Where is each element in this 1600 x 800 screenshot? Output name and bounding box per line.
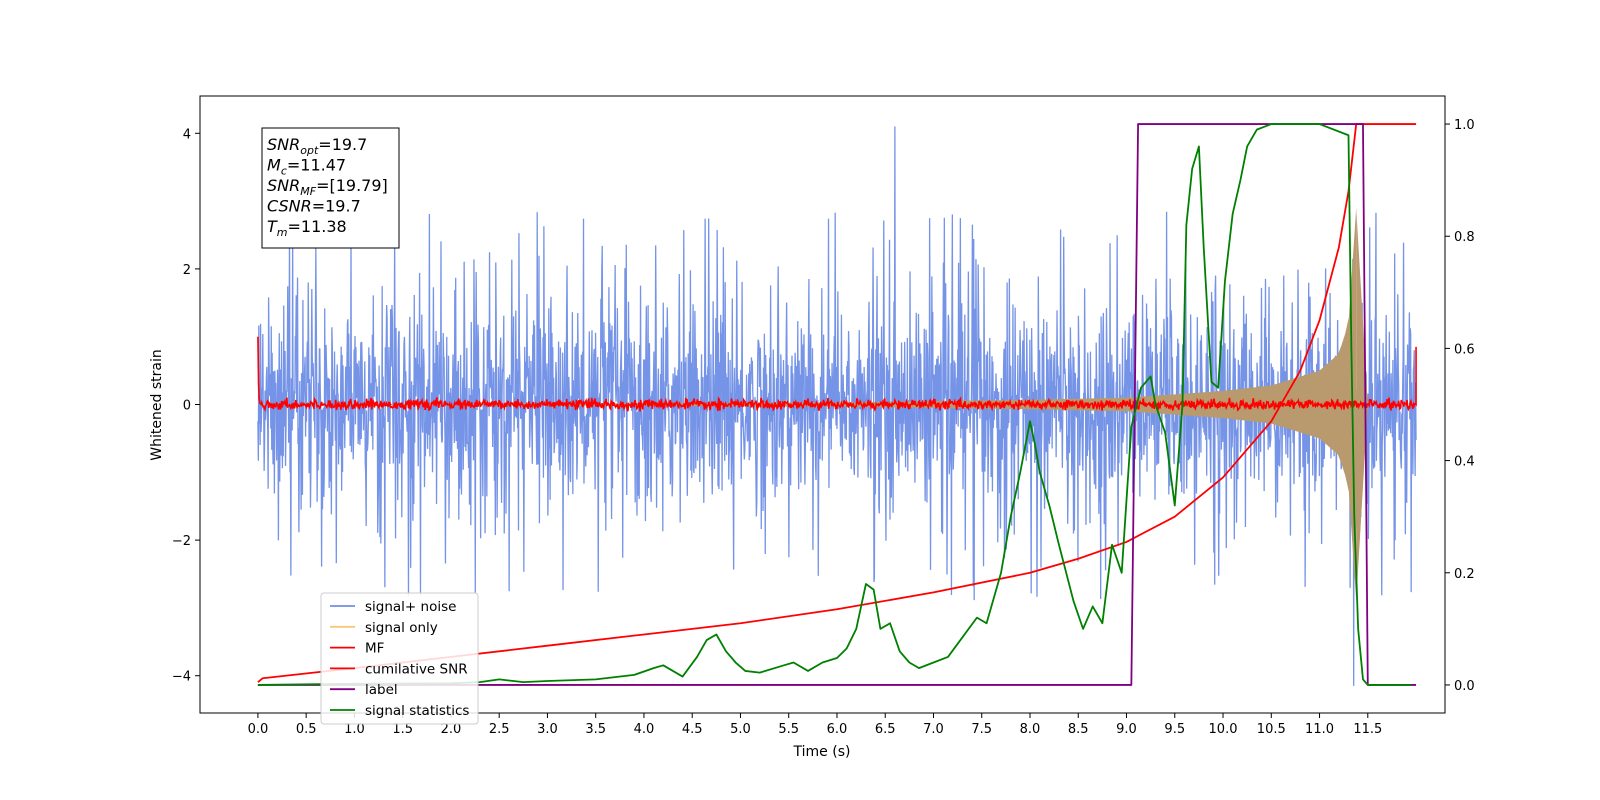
- legend-frame: [320, 592, 479, 725]
- y-axis-left: −4 −2 0 2 4: [172, 127, 200, 685]
- annotation-line: Tm=11.38: [267, 217, 347, 239]
- x-tick-label: 10.5: [1257, 722, 1286, 737]
- y-left-tick-label: 2: [183, 263, 191, 278]
- x-tick-label: 6.5: [875, 722, 896, 737]
- x-tick-label: 1.0: [344, 722, 365, 737]
- y-left-tick-label: 4: [183, 127, 191, 142]
- x-tick-label: 6.0: [827, 722, 848, 737]
- annotation-line: SNRopt=19.7: [267, 135, 367, 157]
- y-axis-right: 0.0 0.2 0.4 0.6 0.8 1.0: [1445, 118, 1475, 694]
- x-tick-label: 11.0: [1305, 722, 1334, 737]
- x-tick-label: 7.5: [971, 722, 992, 737]
- x-tick-label: 0.0: [248, 722, 269, 737]
- x-tick-label: 3.5: [585, 722, 606, 737]
- x-tick-label: 4.0: [634, 722, 655, 737]
- x-tick-label: 0.5: [296, 722, 317, 737]
- x-tick-label: 8.5: [1068, 722, 1089, 737]
- x-axis: 0.0 0.5 1.0 1.5 2.0 2.5 3.0 3.5 4.0 4.5 5.0 5.5 6.0 6…: [248, 713, 1382, 737]
- y-right-tick-label: 0.2: [1454, 567, 1475, 582]
- y-right-tick-label: 0.8: [1454, 230, 1475, 245]
- y-left-tick-label: −2: [172, 534, 191, 549]
- series-layer: [257, 123, 1417, 686]
- x-tick-label: 2.0: [441, 722, 462, 737]
- y-left-tick-label: 0: [183, 399, 191, 414]
- x-tick-label: 9.0: [1116, 722, 1137, 737]
- legend-label: MF: [365, 641, 384, 657]
- y-axis-label: Whitened strain: [149, 349, 165, 460]
- y-right-tick-label: 0.0: [1454, 679, 1475, 694]
- legend-label: signal only: [365, 620, 438, 636]
- x-tick-label: 10.0: [1209, 722, 1238, 737]
- x-tick-label: 5.5: [778, 722, 799, 737]
- y-left-tick-label: −4: [172, 670, 191, 685]
- legend-label: signal statistics: [365, 703, 469, 719]
- x-tick-label: 5.0: [730, 722, 751, 737]
- legend-label: label: [365, 682, 398, 698]
- x-tick-label: 8.0: [1020, 722, 1041, 737]
- x-tick-label: 4.5: [682, 722, 703, 737]
- series-signal-statistics-line: [257, 123, 1412, 686]
- x-tick-label: 11.5: [1353, 722, 1382, 737]
- annotation-line: SNRMF=[19.79]: [267, 176, 388, 198]
- legend-label: signal+ noise: [365, 599, 456, 615]
- series-cumulative-snr-line: [257, 123, 1417, 683]
- annotation-box: SNRopt=19.7Mc=11.47SNRMF=[19.79]CSNR=19.…: [261, 127, 400, 249]
- x-tick-label: 3.0: [537, 722, 558, 737]
- x-tick-label: 1.5: [392, 722, 413, 737]
- annotation-line: Mc=11.47: [267, 156, 346, 178]
- legend: signal+ noise signal only MF cumilative SNR…: [320, 592, 479, 725]
- series-mf-line: [257, 336, 1417, 412]
- annotation-line: CSNR=19.7: [267, 197, 361, 216]
- x-tick-label: 7.0: [923, 722, 944, 737]
- x-tick-label: 2.5: [489, 722, 510, 737]
- x-tick-label: 9.5: [1164, 722, 1185, 737]
- legend-label: cumilative SNR: [365, 661, 468, 677]
- x-axis-label: Time (s): [793, 744, 851, 760]
- y-right-tick-label: 1.0: [1454, 118, 1475, 133]
- y-right-tick-label: 0.6: [1454, 342, 1475, 357]
- annotation-frame: [261, 127, 400, 249]
- y-right-tick-label: 0.4: [1454, 455, 1475, 470]
